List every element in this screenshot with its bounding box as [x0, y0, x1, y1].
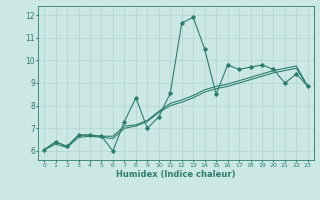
X-axis label: Humidex (Indice chaleur): Humidex (Indice chaleur) [116, 170, 236, 179]
